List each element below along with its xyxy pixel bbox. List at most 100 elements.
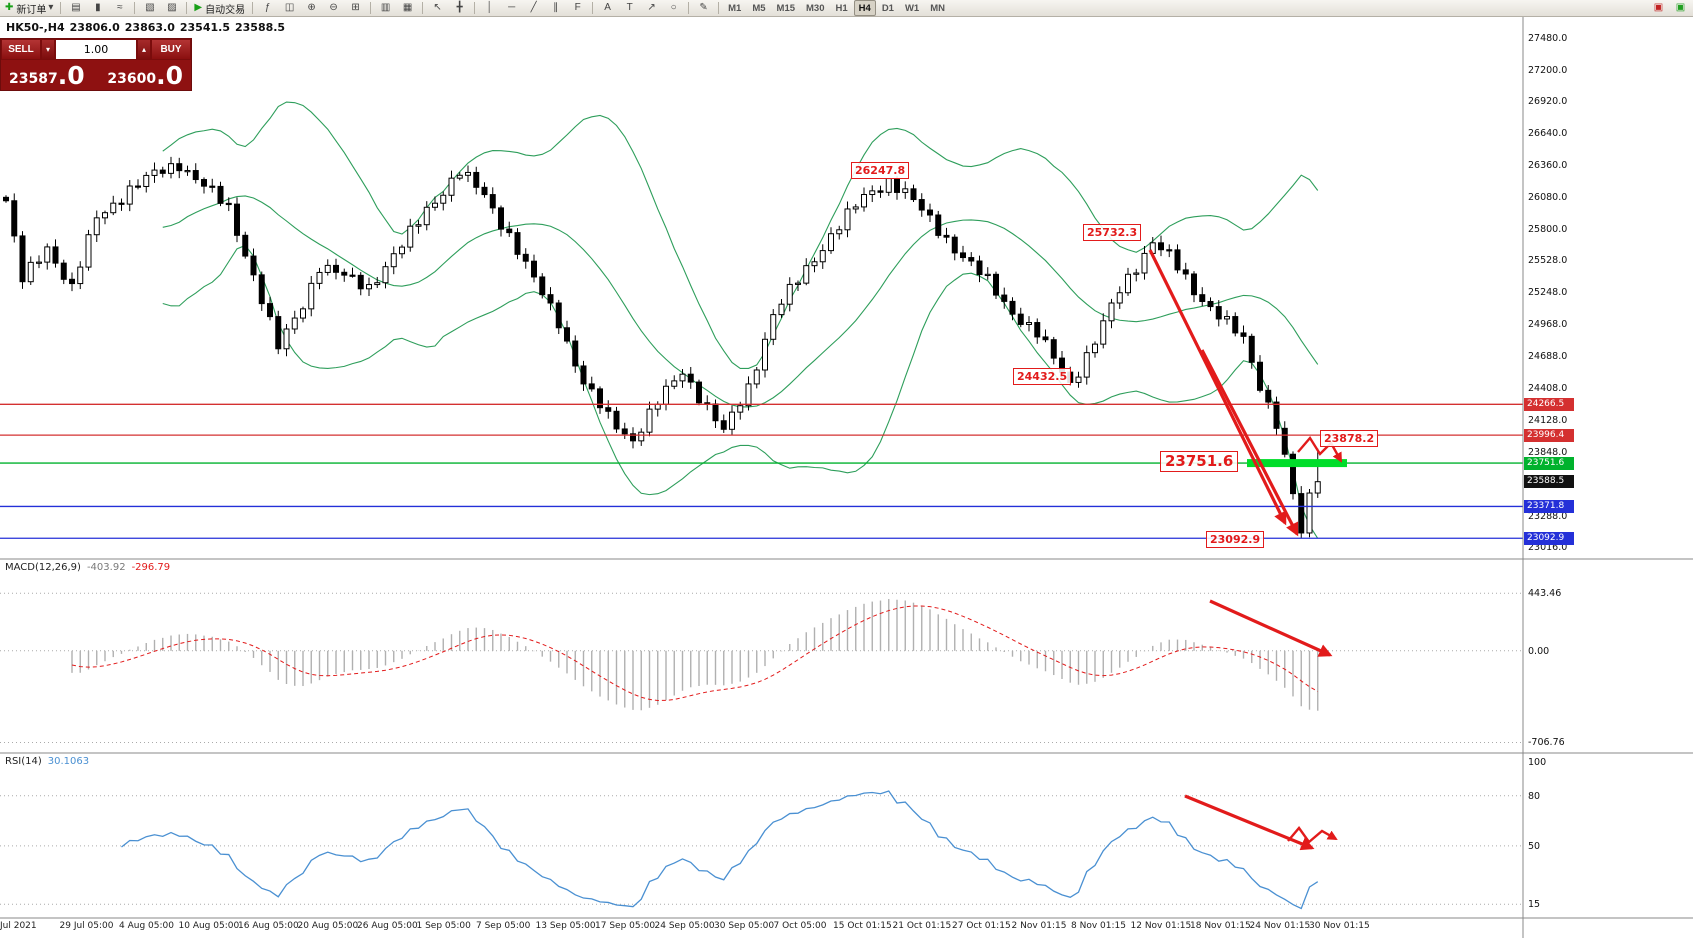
timeframe-m30-button[interactable]: M30	[806, 2, 825, 14]
shapes-icon: ○	[670, 2, 677, 13]
toolbar-separator	[134, 2, 136, 14]
horizontal-line-icon: ─	[508, 2, 516, 13]
zoom-in-icon: ⊕	[307, 2, 316, 13]
close-price: 23588.5	[234, 21, 286, 34]
support-zone-band[interactable]	[1247, 459, 1347, 468]
chart-candles-icon: ▮	[95, 2, 101, 13]
chart-bars-button[interactable]: ▤	[65, 0, 86, 16]
chart-line-button[interactable]: ≈	[109, 0, 130, 16]
objects-list-button[interactable]: ◫	[279, 0, 300, 16]
zoom-out-button[interactable]: ⊖	[323, 0, 344, 16]
buy-price[interactable]: 23600.0	[107, 63, 183, 88]
drawn-objects[interactable]	[0, 249, 1523, 851]
sell-button[interactable]: SELL	[1, 39, 41, 60]
time-axis-label: 30 Nov 01:15	[1309, 921, 1370, 931]
macd-name: MACD(12,26,9)	[5, 562, 81, 573]
time-axis-label: 10 Aug 05:00	[178, 921, 240, 931]
pencil-icon: ✎	[699, 2, 708, 13]
timeframe-h4-button[interactable]: H4	[853, 0, 876, 16]
templates-button[interactable]: ▨	[161, 0, 182, 16]
volume-increase-button[interactable]: ▴	[137, 39, 151, 60]
indicators-button[interactable]: ƒ	[257, 0, 278, 16]
toolbar-separator	[370, 2, 372, 14]
price-axis-tick: 24128.0	[1528, 415, 1568, 427]
text-label-button[interactable]: T	[619, 0, 640, 16]
trend-arrow-1[interactable]	[1148, 249, 1287, 526]
timeframe-h1-button[interactable]: H1	[835, 2, 848, 14]
arrows-tool-button[interactable]: ↗	[641, 0, 662, 16]
market-watch-icon: ▣	[1653, 2, 1664, 13]
text-button[interactable]: A	[597, 0, 618, 16]
toolbar-separator	[592, 2, 594, 14]
new-order-button[interactable]: ✚ 新订单 ▾	[2, 0, 56, 16]
volume-input[interactable]: 1.00	[55, 39, 137, 60]
price-axis-tick: 25528.0	[1528, 255, 1568, 267]
timeframe-m15-button[interactable]: M15	[776, 2, 796, 14]
price-annotation-26247.8[interactable]: 26247.8	[851, 162, 910, 179]
rsi-axis-tick: 80	[1528, 790, 1541, 802]
tile-windows-icon: ⊞	[351, 2, 360, 13]
timeframe-w1-button[interactable]: W1	[904, 2, 920, 14]
price-annotation-23092.9[interactable]: 23092.9	[1206, 531, 1265, 548]
time-axis-label: 4 Aug 05:00	[119, 921, 174, 931]
timeframe-m5-button[interactable]: M5	[752, 2, 766, 14]
price-tag-23996.4: 23996.4	[1524, 428, 1574, 442]
symbol-ohlc-line: HK50-,H4 23806.0 23863.0 23541.5 23588.5	[6, 21, 290, 34]
fibonacci-button[interactable]: F	[567, 0, 588, 16]
terminal-button[interactable]: ▦	[397, 0, 418, 16]
price-tag-23751.6: 23751.6	[1524, 456, 1574, 470]
autotrading-button[interactable]: ▶ 自动交易	[191, 0, 248, 16]
time-axis-label: 8 Nov 01:15	[1071, 921, 1126, 931]
zigzag-arrow-2[interactable]	[1287, 826, 1338, 844]
indicator-panels	[0, 592, 1523, 910]
time-axis-label: 30 Sep 05:00	[714, 921, 775, 931]
crosshair-button[interactable]: ╋	[449, 0, 470, 16]
trend-arrow-3[interactable]	[1209, 599, 1333, 657]
price-tag-24266.5: 24266.5	[1524, 397, 1574, 411]
price-axis-tick: 26920.0	[1528, 96, 1568, 108]
alerts-button[interactable]: ▣	[1670, 0, 1691, 16]
new-order-button-label: 新订单	[16, 4, 47, 16]
pencil-button[interactable]: ✎	[693, 0, 714, 16]
horizontal-line-button[interactable]: ─	[501, 0, 522, 16]
toolbar-separator	[718, 2, 720, 14]
price-tag-23092.9: 23092.9	[1524, 531, 1574, 545]
cursor-button[interactable]: ↖	[427, 0, 448, 16]
macd-axis-tick: 0.00	[1528, 645, 1550, 657]
price-axis-tick: 24688.0	[1528, 351, 1568, 363]
channel-button[interactable]: ∥	[545, 0, 566, 16]
trendline-button[interactable]: ╱	[523, 0, 544, 16]
zigzag-arrow-1[interactable]	[1297, 435, 1343, 463]
timeframe-m1-button[interactable]: M1	[728, 2, 742, 14]
high-price: 23863.0	[124, 21, 175, 34]
trend-arrow-2[interactable]	[1200, 349, 1299, 537]
price-tag-23588.5: 23588.5	[1524, 475, 1574, 489]
timeframe-d1-button[interactable]: D1	[881, 2, 894, 14]
new-order-icon: ✚	[5, 2, 14, 13]
time-axis-label: 16 Aug 05:00	[238, 921, 299, 931]
vertical-line-button[interactable]: │	[479, 0, 500, 16]
price-axis-tick: 26360.0	[1528, 160, 1568, 172]
navigator-button[interactable]: ▥	[375, 0, 396, 16]
shapes-button[interactable]: ○	[663, 0, 684, 16]
macd-main-value: -403.92	[86, 562, 126, 573]
tile-windows-button[interactable]: ⊞	[345, 0, 366, 16]
buy-button[interactable]: BUY	[151, 39, 191, 60]
profiles-button[interactable]: ▧	[139, 0, 160, 16]
chart-candles-button[interactable]: ▮	[87, 0, 108, 16]
price-annotation-24432.5[interactable]: 24432.5	[1013, 368, 1072, 385]
market-watch-button[interactable]: ▣	[1648, 0, 1669, 16]
macd-indicator-label: MACD(12,26,9) -403.92 -296.79	[5, 562, 170, 573]
sell-price[interactable]: 23587.0	[9, 61, 85, 90]
sell-price-big: .0	[57, 61, 85, 90]
price-annotation-23751.6[interactable]: 23751.6	[1160, 451, 1239, 472]
trend-arrow-4[interactable]	[1184, 794, 1315, 851]
zoom-in-button[interactable]: ⊕	[301, 0, 322, 16]
rsi-value: 30.1063	[47, 756, 90, 767]
price-annotation-23878.2[interactable]: 23878.2	[1320, 430, 1379, 447]
price-annotation-25732.3[interactable]: 25732.3	[1083, 224, 1142, 241]
text-icon: A	[604, 2, 611, 13]
timeframe-mn-button[interactable]: MN	[930, 2, 945, 14]
volume-decrease-button[interactable]: ▾	[41, 39, 55, 60]
